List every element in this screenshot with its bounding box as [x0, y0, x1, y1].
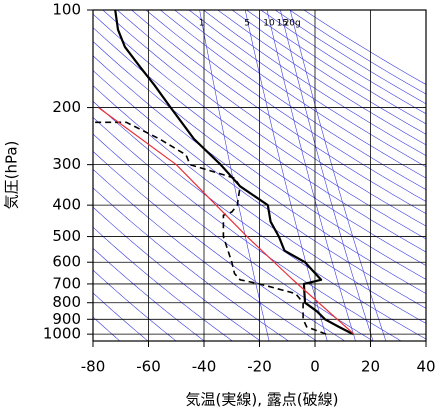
dry-adiabat [93, 70, 426, 309]
dry-adiabat [188, 10, 426, 168]
y-tick-label: 600 [52, 253, 81, 271]
dry-adiabat [117, 10, 426, 227]
mixing-ratio-label: 5 [244, 19, 250, 29]
x-tick-label: -20 [247, 358, 272, 376]
data-lines [93, 10, 355, 336]
x-tick-label: 40 [416, 358, 435, 376]
y-tick-label: 400 [52, 196, 81, 214]
dry-adiabat [145, 10, 426, 202]
mixing-ratio-label: 15 [277, 19, 288, 29]
y-tick-label: 900 [52, 310, 81, 328]
series-line [98, 107, 355, 335]
series-line [93, 121, 327, 335]
dry-adiabat [93, 41, 426, 280]
mixing-ratio-label: 20g [284, 19, 301, 29]
y-tick-label: 100 [52, 1, 81, 19]
dry-adiabat [131, 10, 426, 214]
dry-adiabat [93, 13, 426, 253]
dry-adiabat [203, 10, 426, 156]
mixing-ratio-label: 10 [263, 19, 275, 29]
plot-frame [92, 9, 427, 342]
y-axis-label: 気圧(hPa) [3, 141, 21, 210]
y-tick-label: 800 [52, 293, 81, 311]
x-axis-label: 気温(実線), 露点(破線) [186, 391, 339, 409]
x-tick-label: -60 [136, 358, 161, 376]
y-tick-label: 500 [52, 227, 81, 245]
mixing-ratio-label: 1 [199, 19, 205, 29]
y-tick-label: 1000 [43, 325, 81, 343]
dry-adiabat [93, 27, 426, 266]
series-line [114, 10, 354, 336]
dry-adiabat [102, 10, 426, 240]
dry-adiabat [160, 10, 426, 190]
x-tick-label: 0 [310, 358, 320, 376]
dry-adiabat [174, 10, 426, 179]
x-tick-label: -40 [192, 358, 217, 376]
y-tick-label: 200 [52, 98, 81, 116]
x-tick-label: 20 [361, 358, 380, 376]
x-tick-label: -80 [81, 358, 106, 376]
y-tick-label: 700 [52, 274, 81, 292]
y-tick-label: 300 [52, 155, 81, 173]
